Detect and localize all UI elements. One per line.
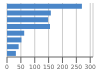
svg-text:50: 50 <box>17 63 25 70</box>
svg-text:250: 250 <box>71 63 83 70</box>
svg-text:150: 150 <box>43 63 55 70</box>
svg-text:300: 300 <box>84 63 92 70</box>
svg-text:0: 0 <box>8 63 9 70</box>
svg-text:100: 100 <box>29 63 41 70</box>
svg-text:200: 200 <box>57 63 69 70</box>
